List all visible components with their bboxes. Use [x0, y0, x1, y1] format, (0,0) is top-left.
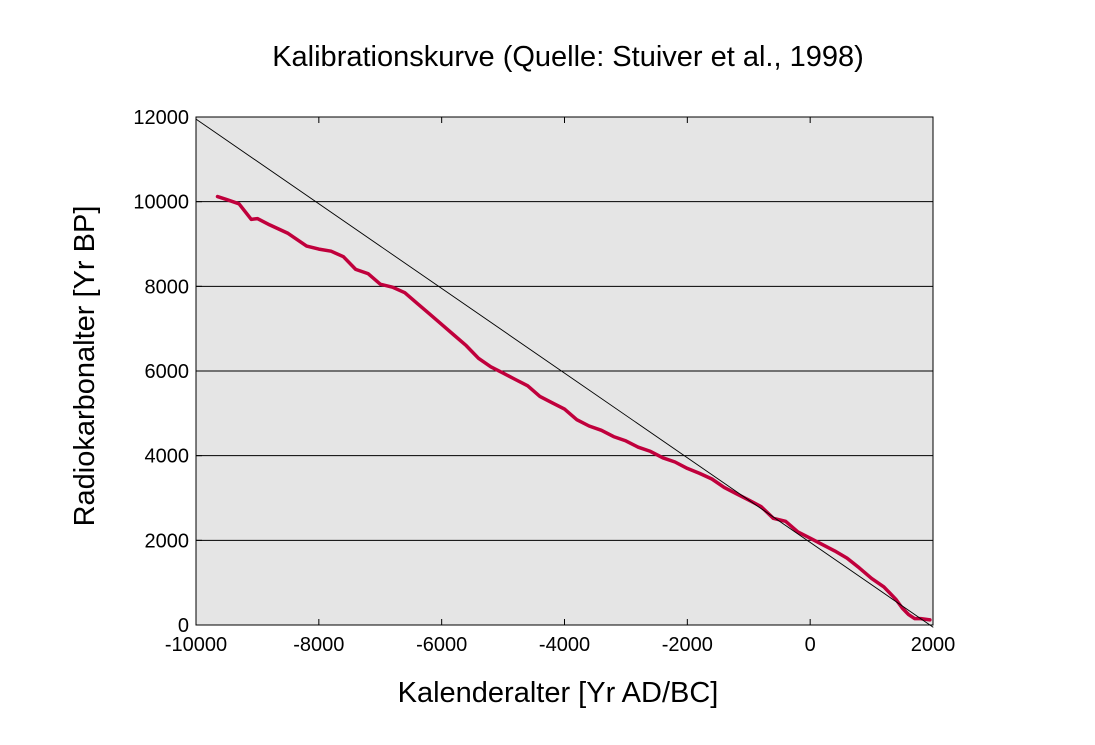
x-axis-ticks: -10000 -8000 -6000 -4000 -2000 0 2000: [165, 117, 955, 656]
y-axis-ticks: 0 2000 4000 6000 8000 10000 12000: [133, 107, 202, 637]
y-tick-label: 10000: [133, 192, 189, 214]
y-tick-label: 6000: [145, 361, 190, 383]
y-tick-label: 12000: [133, 107, 189, 129]
reference-line: [195, 118, 934, 628]
x-tick-label: -4000: [539, 634, 590, 656]
y-axis-label: Radiokarbonalter [Yr BP]: [69, 206, 101, 527]
y-tick-label: 2000: [145, 530, 190, 552]
calibration-curve-line: [215, 194, 932, 622]
x-axis-label: Kalenderalter [Yr AD/BC]: [398, 677, 719, 709]
x-tick-label: -8000: [293, 634, 344, 656]
y-tick-label: 0: [178, 615, 189, 637]
chart-title: Kalibrationskurve (Quelle: Stuiver et al…: [272, 41, 864, 73]
x-tick-label: 0: [805, 634, 816, 656]
x-tick-label: -6000: [416, 634, 467, 656]
x-tick-label: -10000: [165, 634, 227, 656]
x-tick-label: 2000: [911, 634, 956, 656]
y-tick-label: 4000: [145, 446, 190, 468]
horizontal-gridlines: [196, 201, 933, 541]
plot-frame: [195, 116, 934, 626]
x-tick-label: -2000: [662, 634, 713, 656]
y-tick-label: 8000: [145, 276, 190, 298]
series-layer: [195, 118, 934, 628]
